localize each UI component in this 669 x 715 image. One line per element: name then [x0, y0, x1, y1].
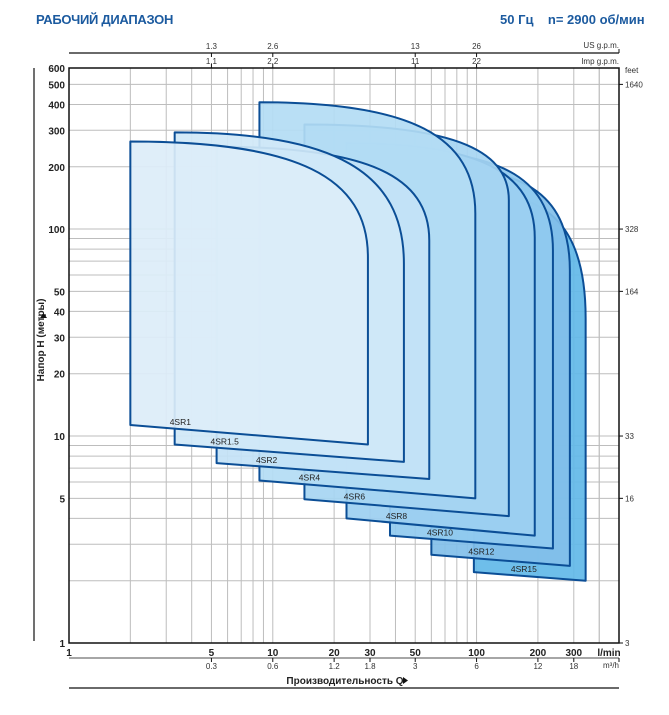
feet-tick-label: 164	[625, 287, 639, 296]
y-tick-label: 100	[48, 225, 65, 236]
x-unit-label: l/min	[597, 648, 620, 659]
x-tick-label: 100	[468, 648, 485, 659]
y-tick-label: 400	[48, 100, 65, 111]
series-label: 4SR6	[344, 491, 366, 501]
series-label: 4SR1.5	[210, 436, 239, 446]
x-arrow-icon	[403, 677, 408, 684]
chart-title: РАБОЧИЙ ДИАПАЗОН	[36, 12, 174, 27]
y-tick-label: 40	[54, 307, 66, 318]
us-gpm-tick-label: 1.3	[206, 42, 218, 51]
series-label: 4SR4	[299, 473, 321, 483]
us-gpm-tick-label: 2.6	[267, 42, 279, 51]
feet-unit: feet	[625, 66, 639, 75]
y-tick-label: 1	[59, 639, 65, 650]
m3h-tick-label: 0.6	[267, 662, 279, 671]
x-tick-label: 1	[66, 648, 72, 659]
speed-info: 50 Гц n= 2900 об/мин	[500, 12, 645, 27]
plot-frame	[68, 67, 620, 644]
series-label: 4SR10	[427, 528, 453, 538]
us-gpm-unit: US g.p.m.	[583, 41, 619, 50]
m3h-tick-label: 1.8	[364, 662, 376, 671]
y-arrow-icon	[40, 313, 47, 318]
imp-gpm-unit: Imp g.p.m.	[581, 57, 619, 66]
series-label: 4SR2	[256, 455, 278, 465]
y-tick-label: 600	[48, 64, 65, 75]
x-tick-label: 200	[530, 648, 547, 659]
y-tick-label: 20	[54, 370, 66, 381]
m3h-tick-label: 12	[533, 662, 542, 671]
frequency: 50 Гц	[500, 12, 534, 27]
x-tick-label: 50	[410, 648, 422, 659]
m3h-tick-label: 3	[413, 662, 418, 671]
imp-gpm-tick-label: 2.2	[267, 57, 279, 66]
m3h-unit: m³/h	[603, 661, 619, 670]
us-gpm-tick-label: 26	[472, 42, 481, 51]
series-label: 4SR12	[468, 547, 494, 557]
x-tick-label: 10	[267, 648, 279, 659]
m3h-tick-label: 1.2	[329, 662, 341, 671]
feet-tick-label: 328	[625, 225, 639, 234]
x-tick-label: 20	[329, 648, 341, 659]
rotation-speed: n= 2900 об/мин	[547, 12, 645, 27]
y-tick-label: 30	[54, 333, 66, 344]
series-label: 4SR15	[511, 564, 537, 574]
y-tick-label: 5	[59, 494, 65, 505]
imp-gpm-tick-label: 22	[472, 57, 481, 66]
m3h-tick-label: 0.3	[206, 662, 218, 671]
y-tick-label: 200	[48, 163, 65, 174]
envelope-4sr1	[129, 140, 369, 446]
x-axis-title: Производительность Q	[286, 676, 403, 687]
imp-gpm-tick-label: 1.1	[206, 57, 218, 66]
x-tick-label: 30	[364, 648, 376, 659]
feet-tick-label: 3	[625, 639, 630, 648]
imp-gpm-tick-label: 11	[411, 57, 420, 66]
x-tick-label: 5	[209, 648, 215, 659]
y-tick-label: 300	[48, 126, 65, 137]
m3h-tick-label: 18	[569, 662, 578, 671]
series-label: 4SR8	[386, 511, 408, 521]
us-gpm-tick-label: 13	[411, 42, 420, 51]
feet-tick-label: 33	[625, 432, 634, 441]
m3h-tick-label: 6	[474, 662, 479, 671]
feet-tick-label: 16	[625, 494, 634, 503]
y-tick-label: 50	[54, 287, 66, 298]
y-tick-label: 500	[48, 80, 65, 91]
series-label: 4SR1	[170, 417, 192, 427]
feet-tick-label: 1640	[625, 80, 643, 89]
y-axis-title: Напор H (метры)	[36, 299, 47, 382]
x-tick-label: 300	[565, 648, 582, 659]
y-tick-label: 10	[54, 432, 66, 443]
